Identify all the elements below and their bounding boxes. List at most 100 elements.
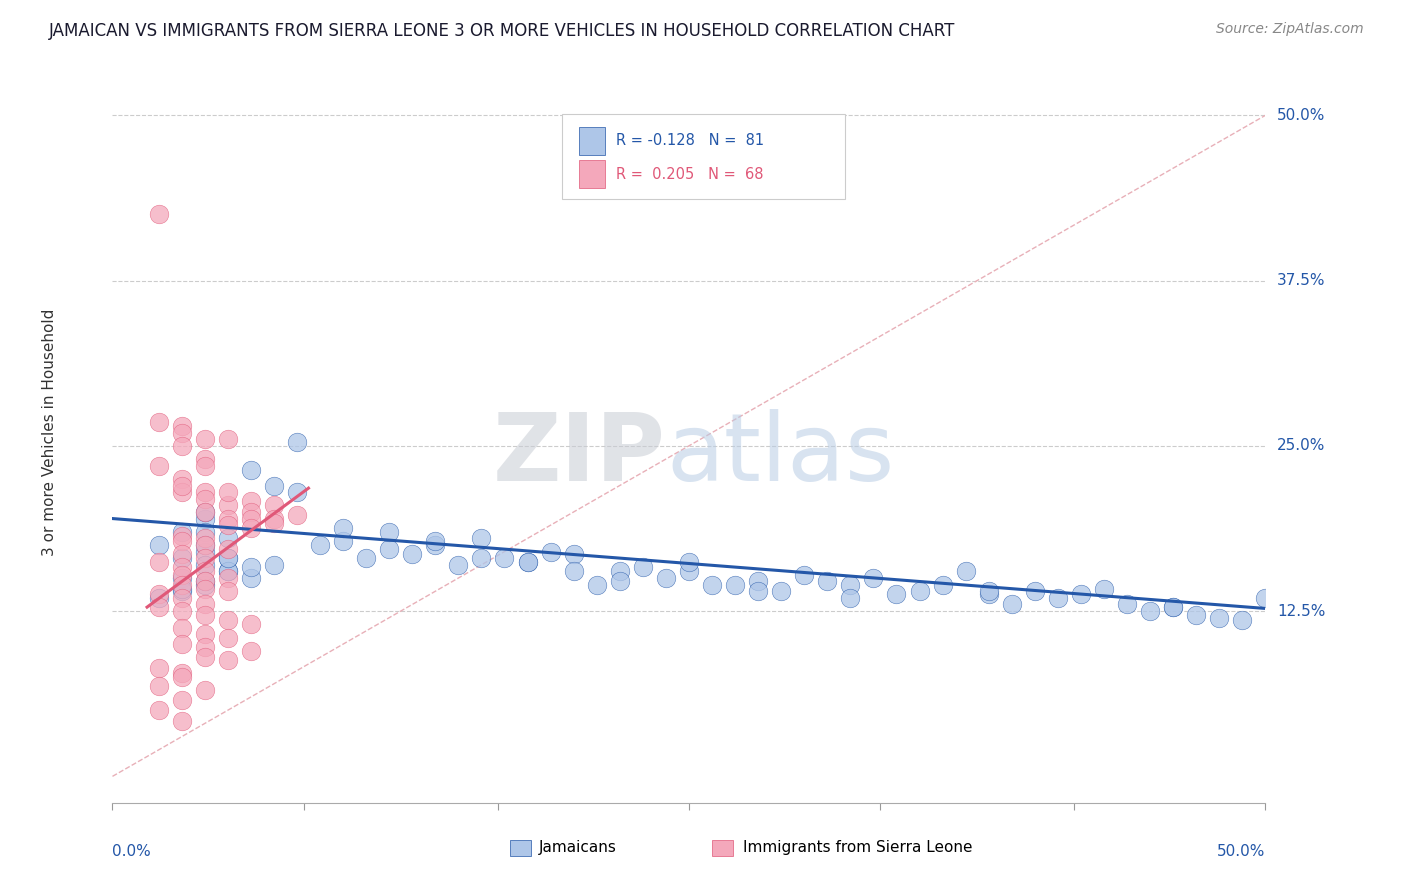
Point bbox=[955, 565, 977, 579]
Point bbox=[562, 565, 585, 579]
Text: Jamaicans: Jamaicans bbox=[538, 840, 617, 855]
Point bbox=[170, 591, 193, 605]
Point bbox=[194, 532, 217, 546]
Point bbox=[194, 598, 217, 612]
Point bbox=[285, 508, 308, 522]
Point bbox=[194, 511, 217, 525]
Point bbox=[170, 582, 193, 596]
Point bbox=[194, 565, 217, 579]
Point bbox=[148, 591, 170, 605]
Point bbox=[170, 425, 193, 440]
Point bbox=[170, 621, 193, 635]
Point bbox=[194, 577, 217, 591]
Point bbox=[1092, 582, 1115, 596]
Text: R =  0.205   N =  68: R = 0.205 N = 68 bbox=[616, 167, 763, 182]
Text: JAMAICAN VS IMMIGRANTS FROM SIERRA LEONE 3 OR MORE VEHICLES IN HOUSEHOLD CORRELA: JAMAICAN VS IMMIGRANTS FROM SIERRA LEONE… bbox=[49, 22, 956, 40]
Point bbox=[239, 462, 262, 476]
Text: 3 or more Vehicles in Household: 3 or more Vehicles in Household bbox=[42, 309, 56, 557]
Point bbox=[194, 505, 217, 519]
Point bbox=[239, 560, 262, 574]
Point bbox=[148, 538, 170, 552]
Point bbox=[217, 565, 239, 579]
Point bbox=[747, 584, 769, 599]
Point bbox=[170, 547, 193, 561]
Text: 37.5%: 37.5% bbox=[1277, 273, 1326, 288]
Point bbox=[678, 565, 700, 579]
Point bbox=[170, 577, 193, 591]
Point bbox=[1161, 600, 1184, 615]
Point bbox=[1208, 611, 1230, 625]
Point bbox=[148, 555, 170, 569]
Point bbox=[217, 432, 239, 446]
Point bbox=[217, 653, 239, 667]
Point bbox=[239, 644, 262, 658]
Point bbox=[194, 574, 217, 588]
Point bbox=[1139, 604, 1161, 618]
Point bbox=[977, 587, 1000, 601]
Point bbox=[170, 524, 193, 539]
Point bbox=[1161, 600, 1184, 615]
Point bbox=[170, 529, 193, 543]
Point bbox=[747, 574, 769, 588]
Point bbox=[148, 703, 170, 717]
Point bbox=[148, 680, 170, 694]
Point bbox=[609, 565, 631, 579]
Point bbox=[217, 565, 239, 579]
Bar bbox=[579, 127, 605, 155]
Point bbox=[217, 499, 239, 513]
Text: 25.0%: 25.0% bbox=[1277, 438, 1326, 453]
Point bbox=[194, 485, 217, 500]
Text: 0.0%: 0.0% bbox=[112, 844, 152, 858]
Point bbox=[839, 577, 862, 591]
Point bbox=[655, 571, 678, 585]
Point bbox=[194, 574, 217, 588]
Bar bbox=[711, 840, 733, 856]
FancyBboxPatch shape bbox=[562, 114, 845, 200]
Point bbox=[170, 472, 193, 486]
Point bbox=[562, 547, 585, 561]
Point bbox=[217, 584, 239, 599]
Point bbox=[425, 534, 447, 549]
Point bbox=[354, 551, 377, 566]
Point bbox=[1254, 591, 1277, 605]
Point bbox=[217, 518, 239, 533]
Point bbox=[931, 577, 953, 591]
Point bbox=[194, 650, 217, 665]
Point bbox=[170, 571, 193, 585]
Point bbox=[194, 538, 217, 552]
Point bbox=[194, 551, 217, 566]
Point bbox=[148, 587, 170, 601]
Point bbox=[194, 505, 217, 519]
Point bbox=[194, 458, 217, 473]
Point bbox=[263, 511, 285, 525]
Point bbox=[447, 558, 470, 572]
Point bbox=[1070, 587, 1092, 601]
Point bbox=[148, 600, 170, 615]
Bar bbox=[579, 161, 605, 188]
Point bbox=[309, 538, 332, 552]
Point bbox=[148, 415, 170, 429]
Point bbox=[724, 577, 747, 591]
Point bbox=[194, 683, 217, 698]
Text: 12.5%: 12.5% bbox=[1277, 604, 1326, 618]
Point bbox=[217, 571, 239, 585]
Point bbox=[194, 582, 217, 596]
Point bbox=[217, 551, 239, 566]
Point bbox=[862, 571, 884, 585]
Point bbox=[285, 485, 308, 500]
Point bbox=[170, 666, 193, 681]
Point bbox=[700, 577, 723, 591]
Text: R = -0.128   N =  81: R = -0.128 N = 81 bbox=[616, 134, 765, 148]
Point bbox=[908, 584, 931, 599]
Point bbox=[194, 538, 217, 552]
Point bbox=[239, 571, 262, 585]
Point bbox=[194, 524, 217, 539]
Point bbox=[378, 524, 401, 539]
Point bbox=[194, 544, 217, 558]
Point bbox=[332, 521, 354, 535]
Point bbox=[217, 631, 239, 645]
Point bbox=[170, 439, 193, 453]
Point bbox=[194, 432, 217, 446]
Point bbox=[494, 551, 516, 566]
Point bbox=[194, 452, 217, 467]
